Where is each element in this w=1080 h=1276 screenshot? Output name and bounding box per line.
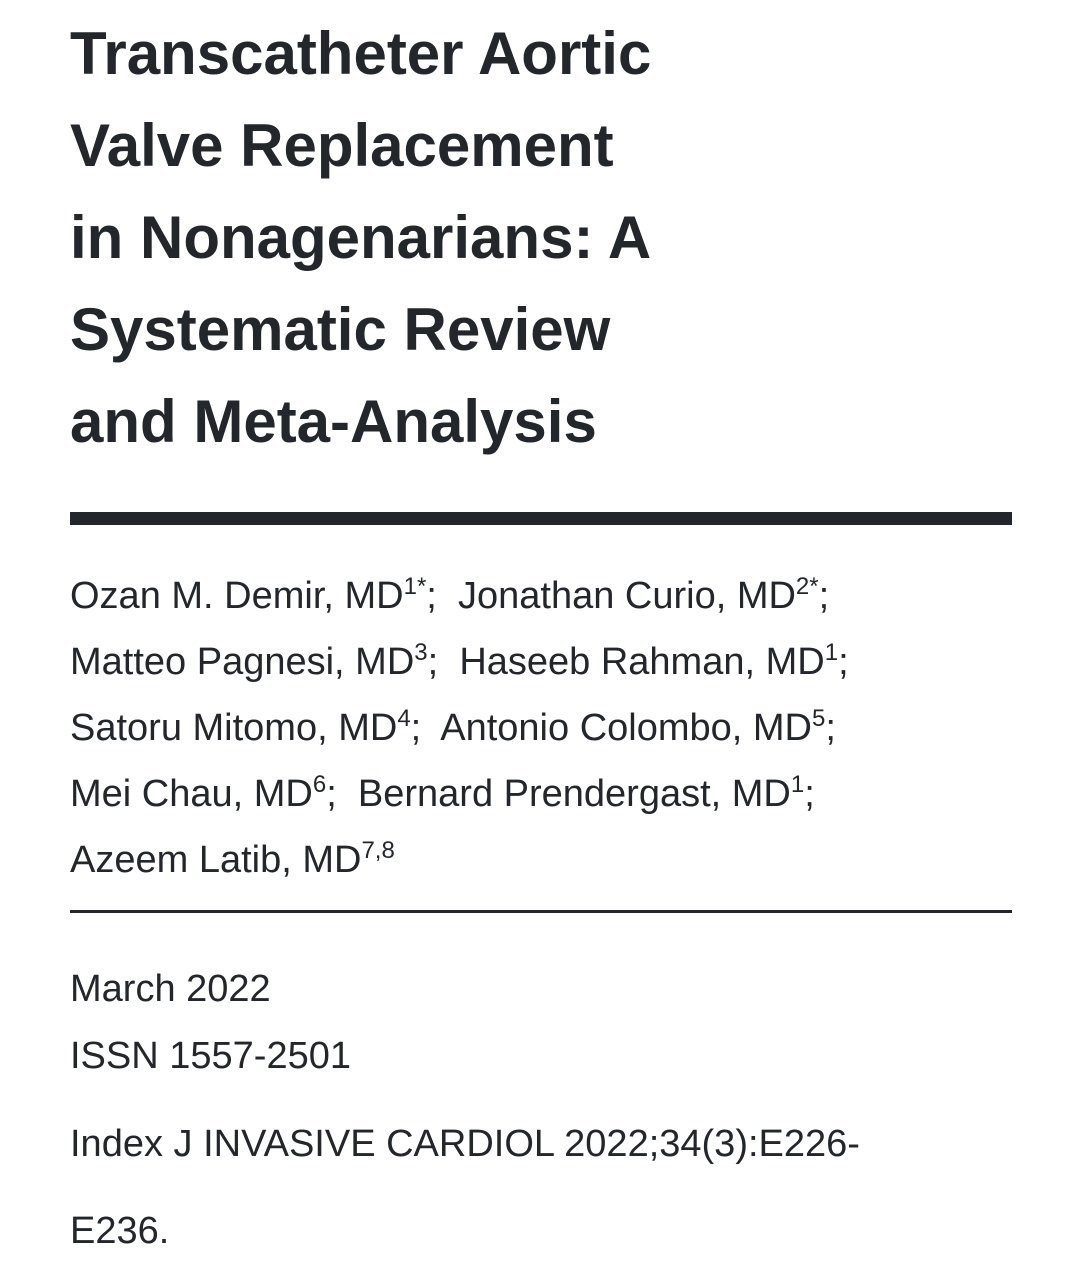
affiliation-sup: 6: [312, 771, 327, 798]
author-name: Antonio Colombo, MD: [440, 707, 812, 749]
author-name: Jonathan Curio, MD: [457, 575, 796, 617]
citation-line: E236.: [70, 1210, 170, 1252]
author-line: Satoru Mitomo, MD4; Antonio Colombo, MD5…: [70, 705, 836, 750]
title-line: Valve Replacement: [70, 112, 614, 179]
affiliation-sup: 4: [397, 705, 411, 732]
title-divider: [70, 512, 1012, 525]
author-name: Mei Chau, MD: [70, 773, 313, 815]
affiliation-sup: 3: [414, 639, 428, 666]
citation-line: Index J INVASIVE CARDIOL 2022;34(3):E226…: [70, 1123, 860, 1165]
publication-date: March 2022: [70, 968, 271, 1010]
issn: ISSN 1557-2501: [70, 1035, 351, 1077]
affiliation-sup: 1: [790, 771, 805, 798]
author-name: Bernard Prendergast, MD: [357, 773, 791, 815]
affiliation-sup: 1: [824, 639, 839, 666]
author-name: Matteo Pagnesi, MD: [70, 641, 415, 683]
author-name: Satoru Mitomo, MD: [70, 707, 398, 749]
title-line: Transcatheter Aortic: [70, 20, 652, 87]
title-line: and Meta-Analysis: [70, 388, 597, 455]
title-line: in Nonagenarians: A: [70, 204, 652, 271]
affiliation-sup: 5: [811, 705, 826, 732]
article-title: Transcatheter Aortic Valve Replacement i…: [70, 8, 790, 468]
author-list: Ozan M. Demir, MD1*; Jonathan Curio, MD2…: [70, 563, 849, 893]
author-name: Ozan M. Demir, MD: [70, 575, 404, 617]
author-line: Ozan M. Demir, MD1*; Jonathan Curio, MD2…: [70, 573, 830, 618]
author-line: Mei Chau, MD6; Bernard Prendergast, MD1;: [70, 771, 815, 816]
author-name: Haseeb Rahman, MD: [459, 641, 825, 683]
author-line: Azeem Latib, MD7,8: [70, 827, 849, 893]
authors-divider: [70, 910, 1012, 913]
affiliation-sup: 7,8: [361, 837, 395, 864]
affiliation-sup: 2*: [795, 573, 819, 600]
title-line: Systematic Review: [70, 296, 611, 363]
author-line: Matteo Pagnesi, MD3; Haseeb Rahman, MD1;: [70, 639, 849, 684]
affiliation-sup: 1*: [403, 573, 427, 600]
author-name: Azeem Latib, MD: [70, 839, 362, 881]
